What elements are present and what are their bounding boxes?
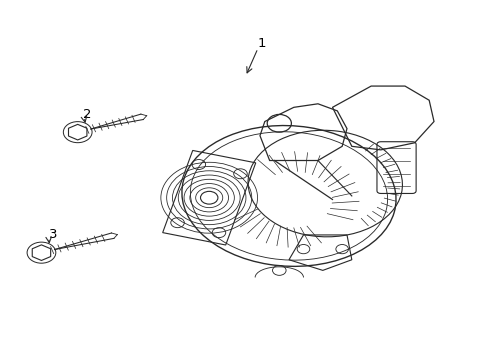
Text: 2: 2 <box>83 108 91 121</box>
Text: 1: 1 <box>257 37 265 50</box>
Text: 3: 3 <box>49 229 58 242</box>
